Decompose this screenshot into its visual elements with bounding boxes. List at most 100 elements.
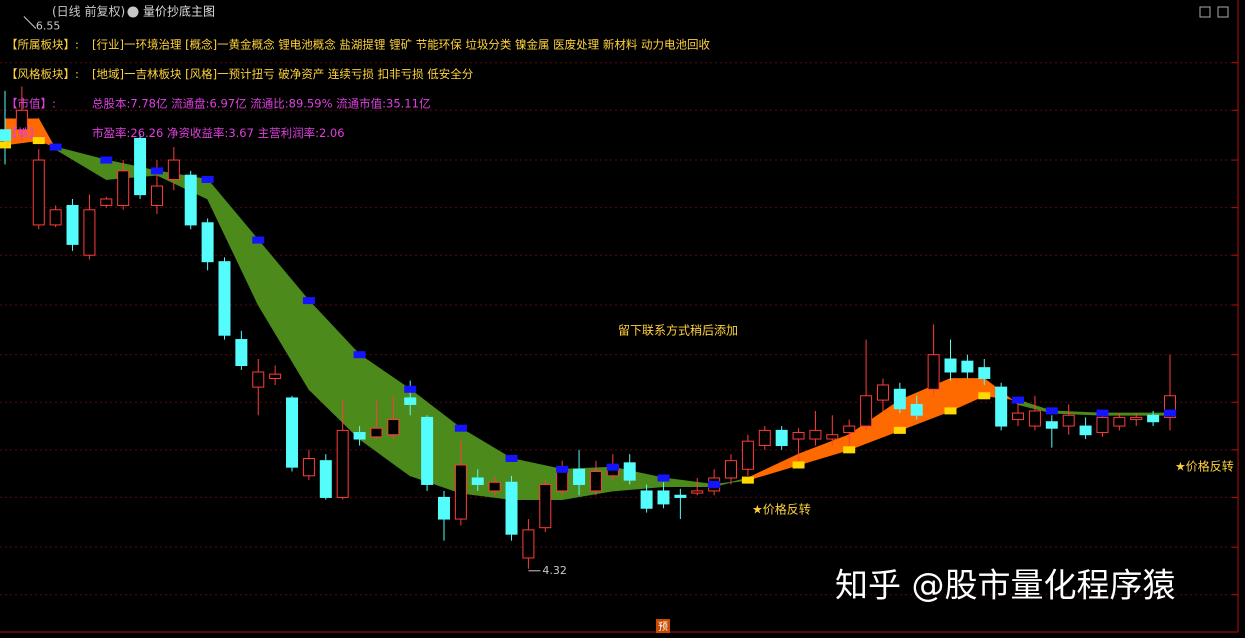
trend-dash	[0, 141, 11, 149]
watermark: 知乎 @股市量化程序猿	[835, 566, 1176, 605]
trend-dash	[708, 480, 721, 488]
trend-dash	[1164, 409, 1176, 417]
trend-dash	[404, 385, 417, 393]
chart-title: 量价抄底主图	[143, 4, 215, 19]
candle-body	[421, 416, 434, 485]
trend-dash	[1096, 409, 1109, 417]
trend-dash	[1012, 396, 1025, 404]
info-label: 【市值】:	[6, 97, 56, 111]
candle-body	[674, 494, 687, 498]
candle-body	[725, 460, 738, 479]
candle-body	[995, 386, 1008, 427]
candle-body	[978, 367, 991, 379]
info-text: [行业]一环境治理 [概念]一黄金概念 锂电池概念 盐湖提锂 锂矿 节能环保 垃…	[92, 38, 710, 52]
candle-body	[488, 481, 501, 492]
trend-dash	[606, 463, 619, 471]
candle-body	[404, 397, 417, 405]
subtitle: (日线 前复权)	[52, 4, 125, 19]
candle-body	[1079, 425, 1092, 436]
candle-body	[522, 529, 535, 559]
candle-body	[876, 384, 889, 401]
candle-body	[83, 209, 96, 256]
trend-dash	[252, 236, 265, 244]
info-label: 【风格板块】:	[6, 67, 79, 81]
candle-body	[117, 170, 130, 206]
candle-body	[269, 373, 282, 379]
info-text: 总股本:7.78亿 流通盘:6.97亿 流通比:89.59% 流通市值:35.1…	[92, 97, 430, 111]
trend-dash	[944, 407, 957, 415]
candle-body	[758, 429, 771, 447]
candle-body	[640, 490, 653, 509]
candle-body	[1147, 414, 1160, 423]
candle-body	[893, 388, 906, 410]
candle-body	[1045, 421, 1058, 429]
candle-body	[691, 490, 704, 494]
candle-body	[302, 457, 315, 477]
candle-body	[353, 432, 366, 440]
trend-dash	[32, 137, 45, 145]
candle-body	[387, 419, 400, 436]
marker: 预	[658, 621, 668, 633]
candle-body	[961, 360, 974, 373]
candle-body	[1028, 410, 1041, 427]
trend-dash	[100, 156, 113, 164]
candle-body	[1012, 412, 1025, 421]
candle-body	[1113, 416, 1126, 427]
trend-dash	[302, 297, 315, 305]
candle-body	[809, 429, 822, 440]
trend-dash	[556, 465, 569, 473]
candle-body	[657, 490, 670, 505]
candle-body	[539, 483, 552, 529]
info-label: 【株】:	[6, 126, 44, 140]
trend-dash	[150, 167, 163, 175]
candle-body	[843, 425, 856, 434]
high-label: 6.55	[36, 20, 61, 33]
candle-body	[792, 432, 805, 440]
trend-dash	[792, 461, 805, 469]
candle-body	[944, 358, 957, 373]
candle-body	[1096, 416, 1109, 434]
candle-body	[505, 481, 518, 535]
candle-body	[201, 222, 214, 263]
candle-body	[0, 129, 11, 142]
candle-body	[66, 204, 79, 245]
trend-dash	[741, 476, 754, 484]
trend-dash	[657, 474, 670, 482]
trend-dash	[843, 446, 856, 454]
annotation: ★价格反转	[1175, 459, 1234, 474]
info-text: 市盈率:26.26 净资收益率:3.67 主营利润率:2.06	[92, 126, 345, 140]
trend-dash	[505, 454, 518, 462]
candle-body	[100, 198, 113, 206]
grid	[0, 62, 1238, 596]
trend-dash	[201, 176, 214, 184]
trend-dash	[1045, 407, 1058, 415]
candle-body	[589, 470, 602, 492]
candle-body	[49, 209, 62, 226]
candle-body	[573, 468, 586, 485]
candle-body	[15, 109, 28, 131]
candle-body	[910, 403, 923, 416]
info-text: [地域]一吉林板块 [风格]一预计扭亏 破净资产 连续亏损 扣非亏损 低安全分	[92, 67, 474, 81]
window-button[interactable]	[1217, 6, 1229, 18]
annotation: ★价格反转	[752, 502, 811, 517]
candle-body	[167, 159, 180, 181]
candle-body	[134, 137, 147, 196]
candle-body	[218, 261, 231, 336]
annotation: 留下联系方式稍后添加	[618, 323, 738, 338]
candle-body	[184, 174, 197, 226]
candle-body	[1164, 395, 1176, 418]
candle-body	[319, 460, 332, 498]
candle-body	[927, 354, 940, 390]
dashes	[0, 137, 1176, 488]
candle-body	[1130, 416, 1143, 421]
candle-body	[826, 434, 839, 440]
window-button[interactable]	[1199, 6, 1211, 18]
candle-body	[741, 440, 754, 470]
candle-body	[286, 397, 299, 468]
candle-body	[370, 427, 383, 438]
candle-body	[775, 429, 788, 447]
candle-body	[336, 429, 349, 498]
candle-body	[623, 462, 636, 481]
